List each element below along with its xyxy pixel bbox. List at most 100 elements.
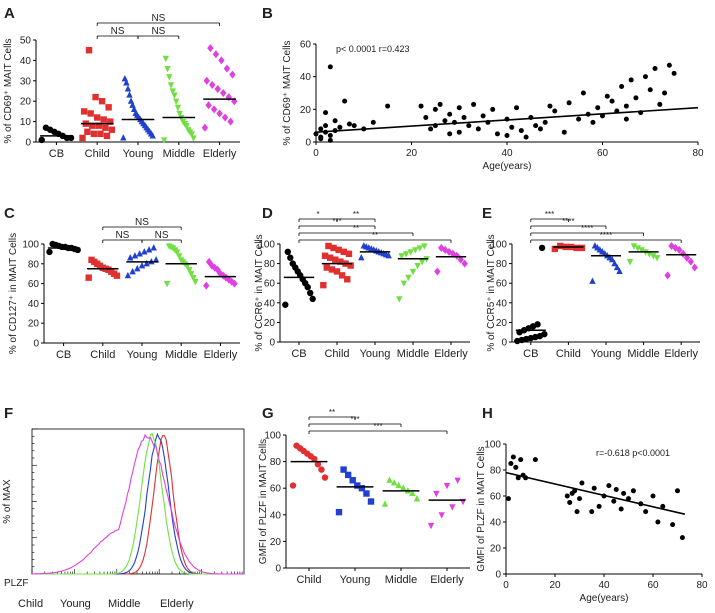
- data-point: [210, 105, 218, 114]
- data-point: [326, 254, 334, 261]
- data-point: [282, 301, 289, 308]
- data-point: [333, 268, 341, 275]
- data-point: [344, 471, 352, 479]
- data-point: [38, 136, 45, 144]
- data-point: [589, 277, 596, 284]
- data-point: [505, 496, 511, 502]
- data-point: [398, 253, 405, 260]
- data-point: [395, 481, 402, 489]
- data-point: [330, 244, 337, 252]
- x-axis-title: Age(years): [580, 593, 629, 604]
- data-point: [323, 110, 329, 116]
- data-point: [580, 90, 586, 96]
- data-point: [642, 74, 648, 80]
- data-point: [647, 87, 653, 93]
- data-point: [321, 474, 329, 481]
- data-point: [409, 489, 416, 497]
- x-axis-title: PLZF: [4, 578, 28, 589]
- data-point: [120, 134, 127, 141]
- data-point: [418, 259, 426, 266]
- x-tick-label: 0: [503, 580, 509, 591]
- data-point: [547, 103, 553, 109]
- data-point: [46, 248, 53, 256]
- panel-label-f: F: [4, 405, 13, 422]
- data-point: [370, 119, 376, 125]
- data-point: [203, 281, 210, 290]
- data-point: [552, 108, 558, 114]
- significance-label: ***: [545, 210, 554, 219]
- data-point: [318, 136, 324, 142]
- data-point: [328, 266, 336, 273]
- data-point: [466, 123, 472, 129]
- y-tick-label: 40: [264, 298, 276, 309]
- data-point: [510, 454, 516, 460]
- data-point: [574, 509, 580, 515]
- y-tick-label: 20: [300, 105, 312, 116]
- data-point: [660, 503, 666, 509]
- data-point: [367, 498, 375, 505]
- data-point: [321, 252, 329, 259]
- significance-label: NS: [115, 230, 129, 241]
- x-category-label: Elderly: [203, 148, 237, 160]
- legend-child: Child: [18, 598, 43, 610]
- data-point: [461, 115, 467, 120]
- data-point: [413, 495, 421, 502]
- data-point: [412, 247, 419, 254]
- data-point: [606, 483, 612, 489]
- data-point: [174, 104, 182, 112]
- data-point: [541, 330, 548, 338]
- data-point: [461, 259, 468, 268]
- panel-label-e: E: [482, 205, 492, 222]
- data-point: [79, 134, 86, 142]
- data-point: [220, 89, 227, 98]
- data-point: [407, 249, 414, 256]
- y-axis-title: % of CD69⁺ MAIT Cells: [3, 38, 14, 143]
- data-point: [418, 103, 424, 109]
- data-point: [150, 244, 157, 251]
- x-category-label: CB: [291, 348, 306, 360]
- data-point: [98, 98, 106, 105]
- y-tick-label: 20: [20, 97, 32, 108]
- y-tick-label: 10: [20, 117, 32, 128]
- data-point: [679, 249, 687, 258]
- data-point: [589, 509, 595, 515]
- panel-label-g: G: [262, 405, 274, 422]
- y-tick-label: 40: [300, 72, 312, 83]
- data-point: [108, 126, 116, 133]
- data-point: [289, 482, 297, 489]
- x-category-label: Elderly: [434, 348, 468, 360]
- data-point: [447, 111, 453, 117]
- data-point: [618, 506, 624, 512]
- data-point: [666, 62, 672, 68]
- y-tick-label: 0: [495, 570, 501, 581]
- y-tick-label: 40: [270, 510, 282, 521]
- data-point: [405, 274, 412, 282]
- data-point: [634, 245, 641, 252]
- data-point: [626, 259, 634, 266]
- data-point: [630, 243, 638, 250]
- significance-label: ****: [600, 231, 612, 240]
- data-point: [514, 105, 520, 111]
- data-point: [679, 535, 685, 541]
- data-point: [518, 457, 524, 463]
- data-point: [561, 129, 567, 135]
- data-point: [421, 243, 428, 250]
- data-point: [604, 93, 610, 99]
- data-point: [205, 101, 212, 110]
- data-point: [100, 116, 107, 123]
- data-point: [89, 122, 96, 129]
- data-point: [576, 116, 582, 122]
- data-point: [363, 490, 370, 497]
- y-tick-label: 60: [28, 279, 40, 290]
- data-point: [208, 261, 216, 270]
- data-point: [323, 123, 329, 129]
- data-point: [409, 268, 417, 276]
- data-point: [318, 126, 324, 132]
- significance-label: **: [353, 224, 359, 233]
- x-tick-label: 40: [598, 580, 610, 591]
- data-point: [579, 480, 585, 486]
- data-point: [668, 241, 675, 250]
- x-category-label: Elderly: [430, 574, 464, 586]
- data-point: [687, 257, 695, 266]
